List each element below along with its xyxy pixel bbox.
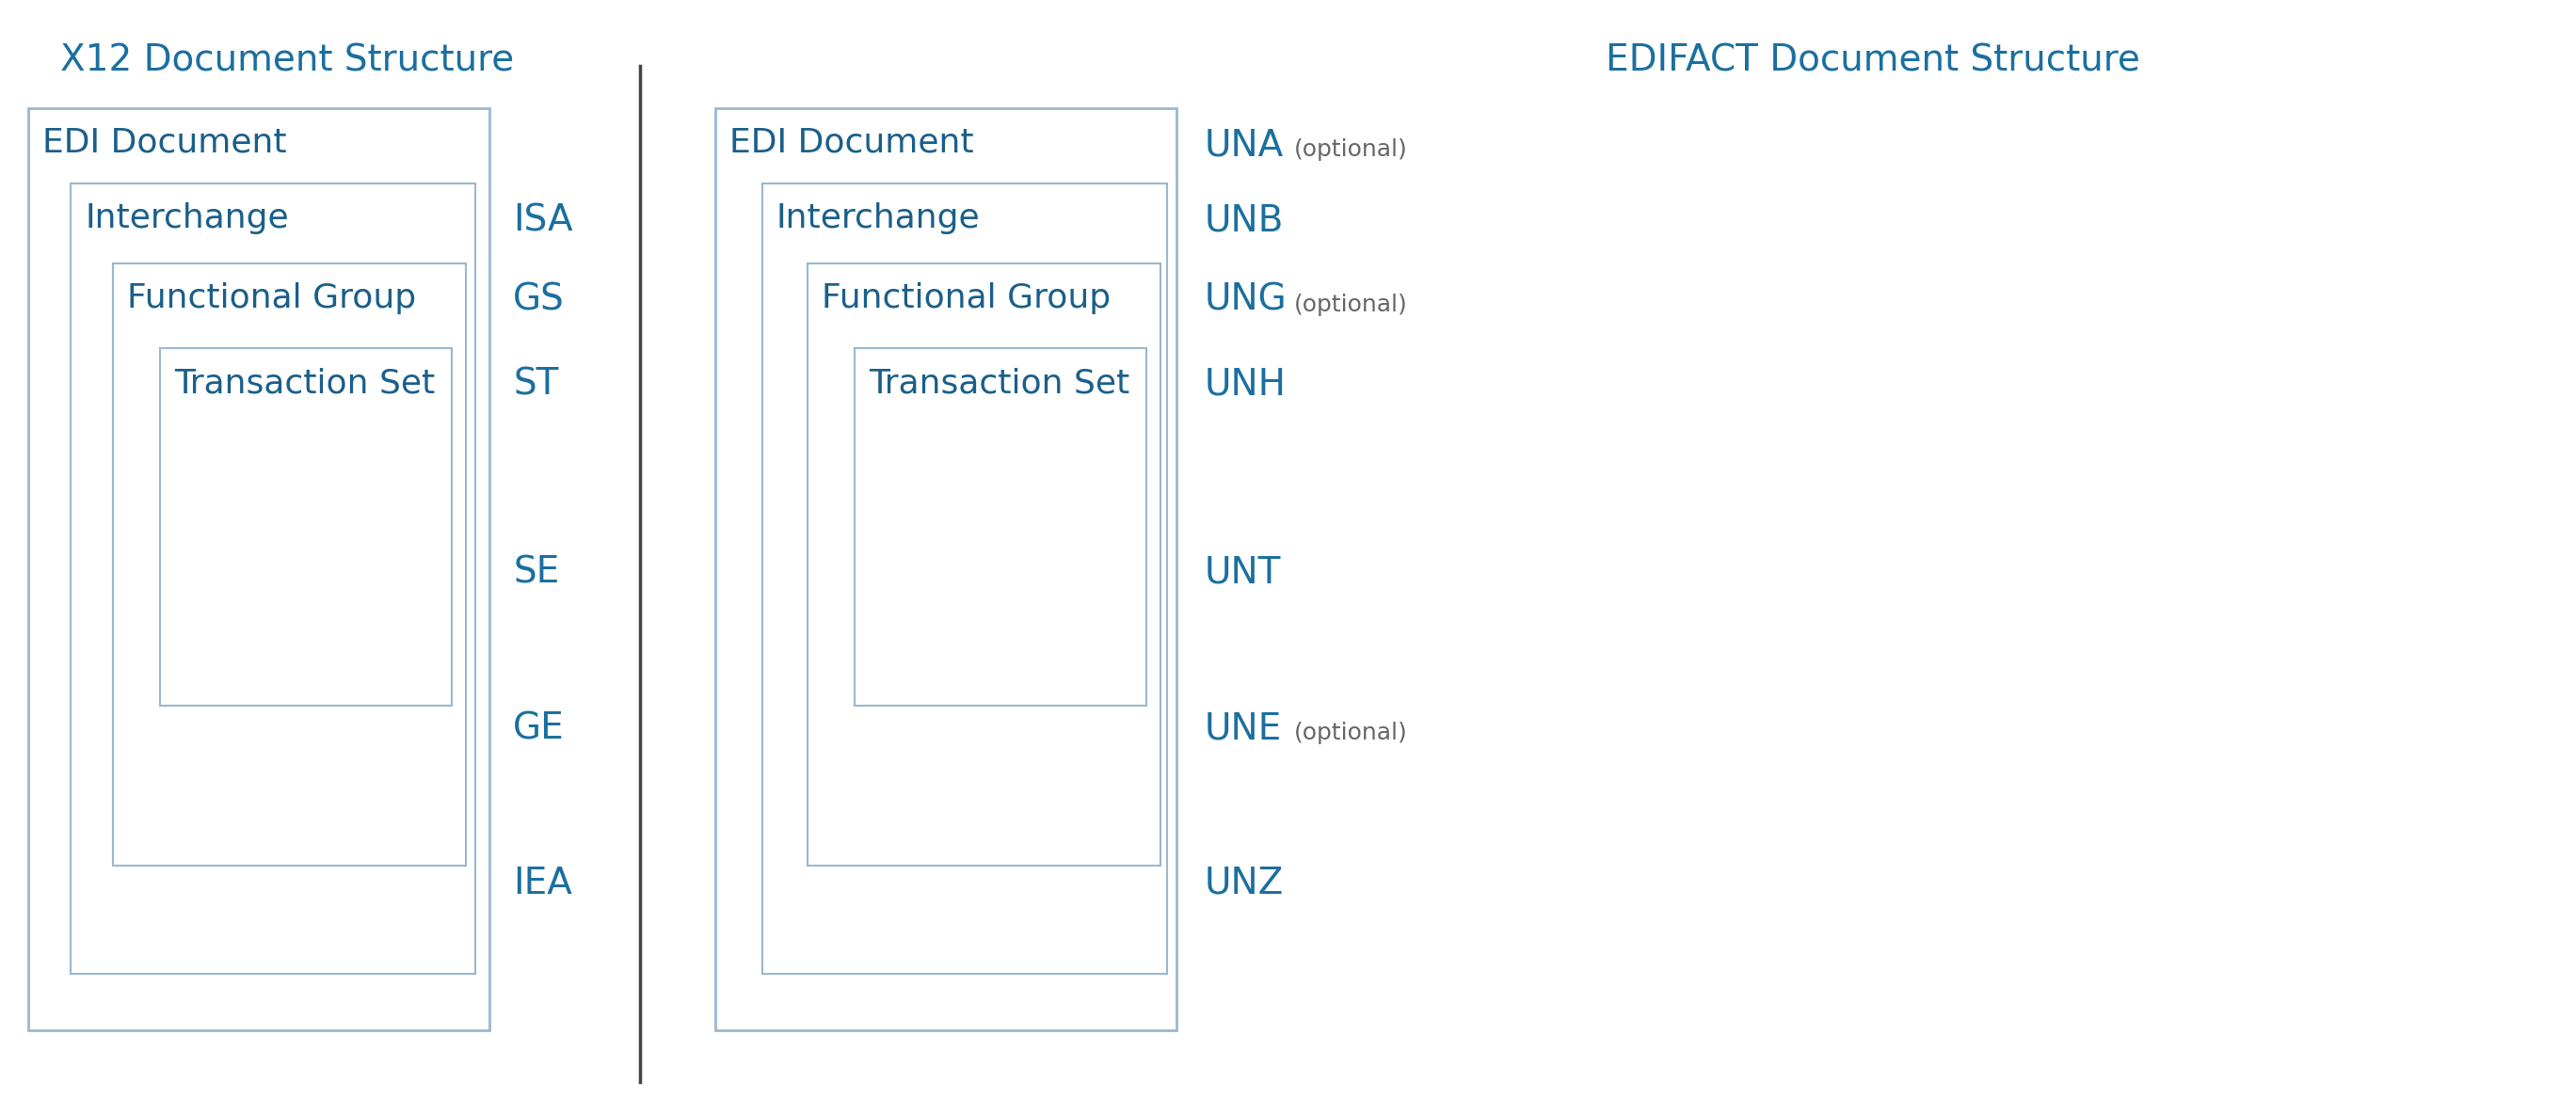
Text: SE: SE (513, 555, 559, 590)
Text: UNT: UNT (1206, 555, 1280, 590)
Text: UNA: UNA (1206, 127, 1283, 163)
Text: UNH: UNH (1206, 367, 1285, 402)
Bar (70, 184, 477, 974)
Bar (806, 263, 1159, 866)
Text: (optional): (optional) (1293, 722, 1406, 744)
Text: (optional): (optional) (1293, 294, 1406, 316)
Text: ISA: ISA (513, 203, 572, 238)
Text: UNB: UNB (1206, 203, 1283, 238)
Text: (optional): (optional) (1293, 138, 1406, 160)
Bar (160, 348, 451, 705)
Text: Interchange: Interchange (85, 203, 289, 234)
Text: IEA: IEA (513, 866, 572, 901)
Text: Functional Group: Functional Group (822, 282, 1110, 314)
Text: UNZ: UNZ (1206, 866, 1283, 901)
Bar (113, 263, 466, 866)
Text: EDI Document: EDI Document (41, 127, 286, 159)
Text: UNG: UNG (1206, 282, 1288, 317)
Bar (762, 184, 1167, 974)
Text: ST: ST (513, 367, 559, 402)
Text: EDIFACT Document Structure: EDIFACT Document Structure (1605, 42, 2141, 78)
Text: GE: GE (513, 711, 564, 746)
Bar (28, 108, 489, 1030)
Text: EDI Document: EDI Document (729, 127, 974, 159)
Text: GS: GS (513, 282, 564, 317)
Text: Interchange: Interchange (775, 203, 981, 234)
Text: UNE: UNE (1206, 711, 1283, 746)
Text: X12 Document Structure: X12 Document Structure (59, 42, 515, 78)
Text: Functional Group: Functional Group (126, 282, 417, 314)
Bar (855, 348, 1146, 705)
Text: Transaction Set: Transaction Set (868, 367, 1131, 399)
Bar (716, 108, 1177, 1030)
Text: Transaction Set: Transaction Set (175, 367, 435, 399)
